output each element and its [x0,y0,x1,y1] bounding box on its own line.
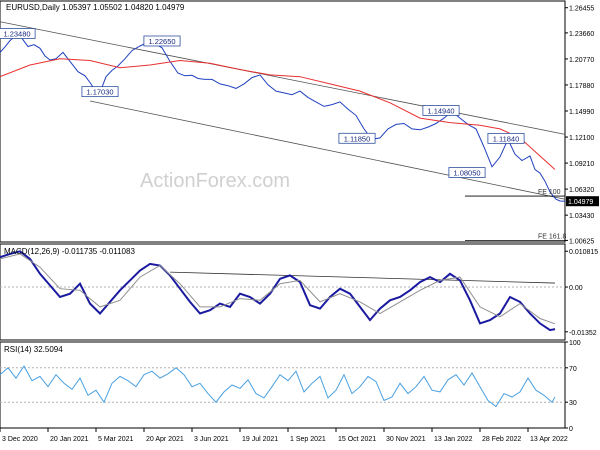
series-line-eurusd [0,33,566,202]
price-panel-title: EURUSD,Daily 1.05397 1.05502 1.04820 1.0… [6,3,185,12]
rsi-panel-frame [0,341,566,429]
price-label-text: 1.11840 [493,134,520,143]
series-line-macd [0,250,556,332]
y-tick-label: 1.17880 [569,83,594,90]
price-label-text: 1.23480 [3,30,30,39]
trendline [169,271,556,284]
last-price-box [566,196,599,207]
x-tick-label: 5 Mar 2021 [98,436,134,443]
price-label-text: 1.22650 [148,37,175,46]
price-label-text: 1.14940 [427,106,454,115]
y-tick-label: 100 [569,340,581,347]
x-tick-label: 19 Jul 2021 [242,436,278,443]
last-price-text: 1.04979 [568,199,593,206]
price-label-text: 1.11850 [344,134,371,143]
y-tick-label: 1.00625 [569,238,594,245]
y-tick-label: 70 [569,366,577,373]
label-layer: 1.26455 1.23660 1.20770 1.17880 1.14990 1.121… [0,6,599,443]
y-tick-label: 1.14990 [569,109,594,116]
y-tick-label: 0.00 [569,285,583,292]
grid-layer [0,7,568,432]
macd-panel-frame [0,243,566,341]
x-tick-label: 13 Apr 2022 [530,436,568,443]
price-label-box [487,132,525,144]
y-tick-label: 30 [569,400,577,407]
series-layer [0,21,566,408]
y-tick-label: 1.20770 [569,57,594,64]
trendline [0,21,566,135]
price-label-box [0,28,36,39]
x-tick-label: 20 Jan 2021 [50,436,89,443]
series-line-signal [0,253,556,325]
series-line-sma [0,58,556,170]
price-panel-frame [0,0,566,243]
price-label-box [338,132,376,144]
y-tick-label: -0.01352 [569,330,597,337]
y-tick-label: 1.06320 [569,187,594,194]
x-tick-label: 3 Dec 2020 [2,436,38,443]
y-tick-label: 0.010815 [569,249,598,256]
price-label-box [422,105,460,116]
y-tick-label: 1.23660 [569,31,594,38]
series-line-rsi [0,365,556,408]
x-tick-label: 30 Nov 2021 [386,436,426,443]
y-tick-label: 1.03430 [569,213,594,220]
y-tick-label: 1.09210 [569,161,594,168]
x-tick-label: 13 Jan 2022 [434,436,473,443]
x-tick-label: 15 Oct 2021 [338,436,376,443]
y-tick-label: 1.26455 [569,6,594,13]
x-tick-label: 28 Feb 2022 [482,436,521,443]
watermark: ActionForex.com [140,170,290,192]
y-tick-label: 0 [569,426,573,433]
price-label-box [81,86,119,98]
y-tick-label: 1.12100 [569,135,594,142]
fib-label: FE 100 [538,189,561,196]
fib-label: FE 161.8 [538,233,567,240]
price-label-box [448,167,486,178]
x-tick-label: 1 Sep 2021 [290,436,326,443]
x-tick-label: 3 Jun 2021 [194,436,229,443]
macd-panel-title: MACD(12,26,9) -0.011735 -0.011083 [4,247,135,256]
rsi-panel-title: RSI(14) 32.5094 [4,345,63,354]
trendline [89,100,566,200]
price-label-text: 1.17030 [86,88,113,97]
price-label-box [143,35,181,47]
x-tick-label: 20 Apr 2021 [146,436,184,443]
price-label-text: 1.08050 [453,169,480,178]
